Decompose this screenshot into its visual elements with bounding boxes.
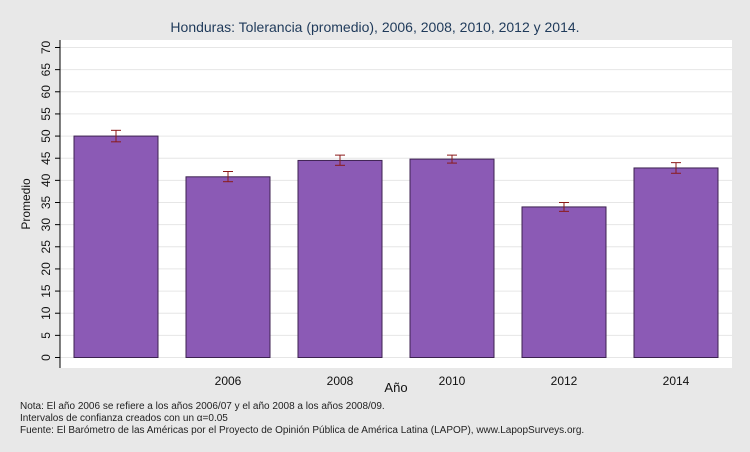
x-tick-label: 2010	[439, 374, 466, 388]
bar	[73, 135, 159, 358]
y-tick-label: 60	[39, 85, 53, 99]
y-tick-label: 5	[39, 332, 53, 339]
plot-area	[60, 40, 732, 368]
y-tick-label: 35	[39, 196, 53, 210]
y-tick-label: 10	[39, 306, 53, 320]
bar	[633, 167, 719, 358]
y-tick-label: 65	[39, 63, 53, 77]
y-tick-label: 0	[39, 354, 53, 361]
chart-title: Honduras: Tolerancia (promedio), 2006, 2…	[170, 19, 579, 35]
x-axis-label: Año	[384, 380, 407, 395]
y-tick-label: 45	[39, 151, 53, 165]
y-tick-label: 15	[39, 284, 53, 298]
x-tick-label: 2014	[663, 374, 690, 388]
bar	[185, 176, 271, 358]
y-tick-label: 70	[39, 41, 53, 55]
x-tick-label: 2006	[215, 374, 242, 388]
note-line-1: Nota: El año 2006 se refiere a los años …	[20, 401, 385, 412]
bar	[297, 159, 383, 358]
bar	[521, 206, 607, 358]
grid-lines	[60, 47, 732, 358]
bars	[73, 129, 719, 358]
axes: 0 5 10 15 20 25 30 35 40 45 50 55 60 65 70 2006 2008 2010…	[39, 40, 690, 388]
y-tick-label: 40	[39, 173, 53, 187]
x-tick-label: 2012	[551, 374, 578, 388]
y-tick-label: 50	[39, 129, 53, 143]
y-tick-label: 25	[39, 240, 53, 254]
bar-chart: Honduras: Tolerancia (promedio), 2006, 2…	[19, 19, 732, 395]
y-axis-label: Promedio	[19, 178, 33, 230]
source-line: Fuente: El Barómetro de las Américas por…	[20, 425, 585, 436]
bar	[409, 158, 495, 358]
y-tick-label: 30	[39, 218, 53, 232]
y-tick-label: 20	[39, 262, 53, 276]
x-tick-label: 2008	[327, 374, 354, 388]
note-line-2: Intervalos de confianza creados con un α…	[20, 413, 228, 424]
y-tick-label: 55	[39, 107, 53, 121]
